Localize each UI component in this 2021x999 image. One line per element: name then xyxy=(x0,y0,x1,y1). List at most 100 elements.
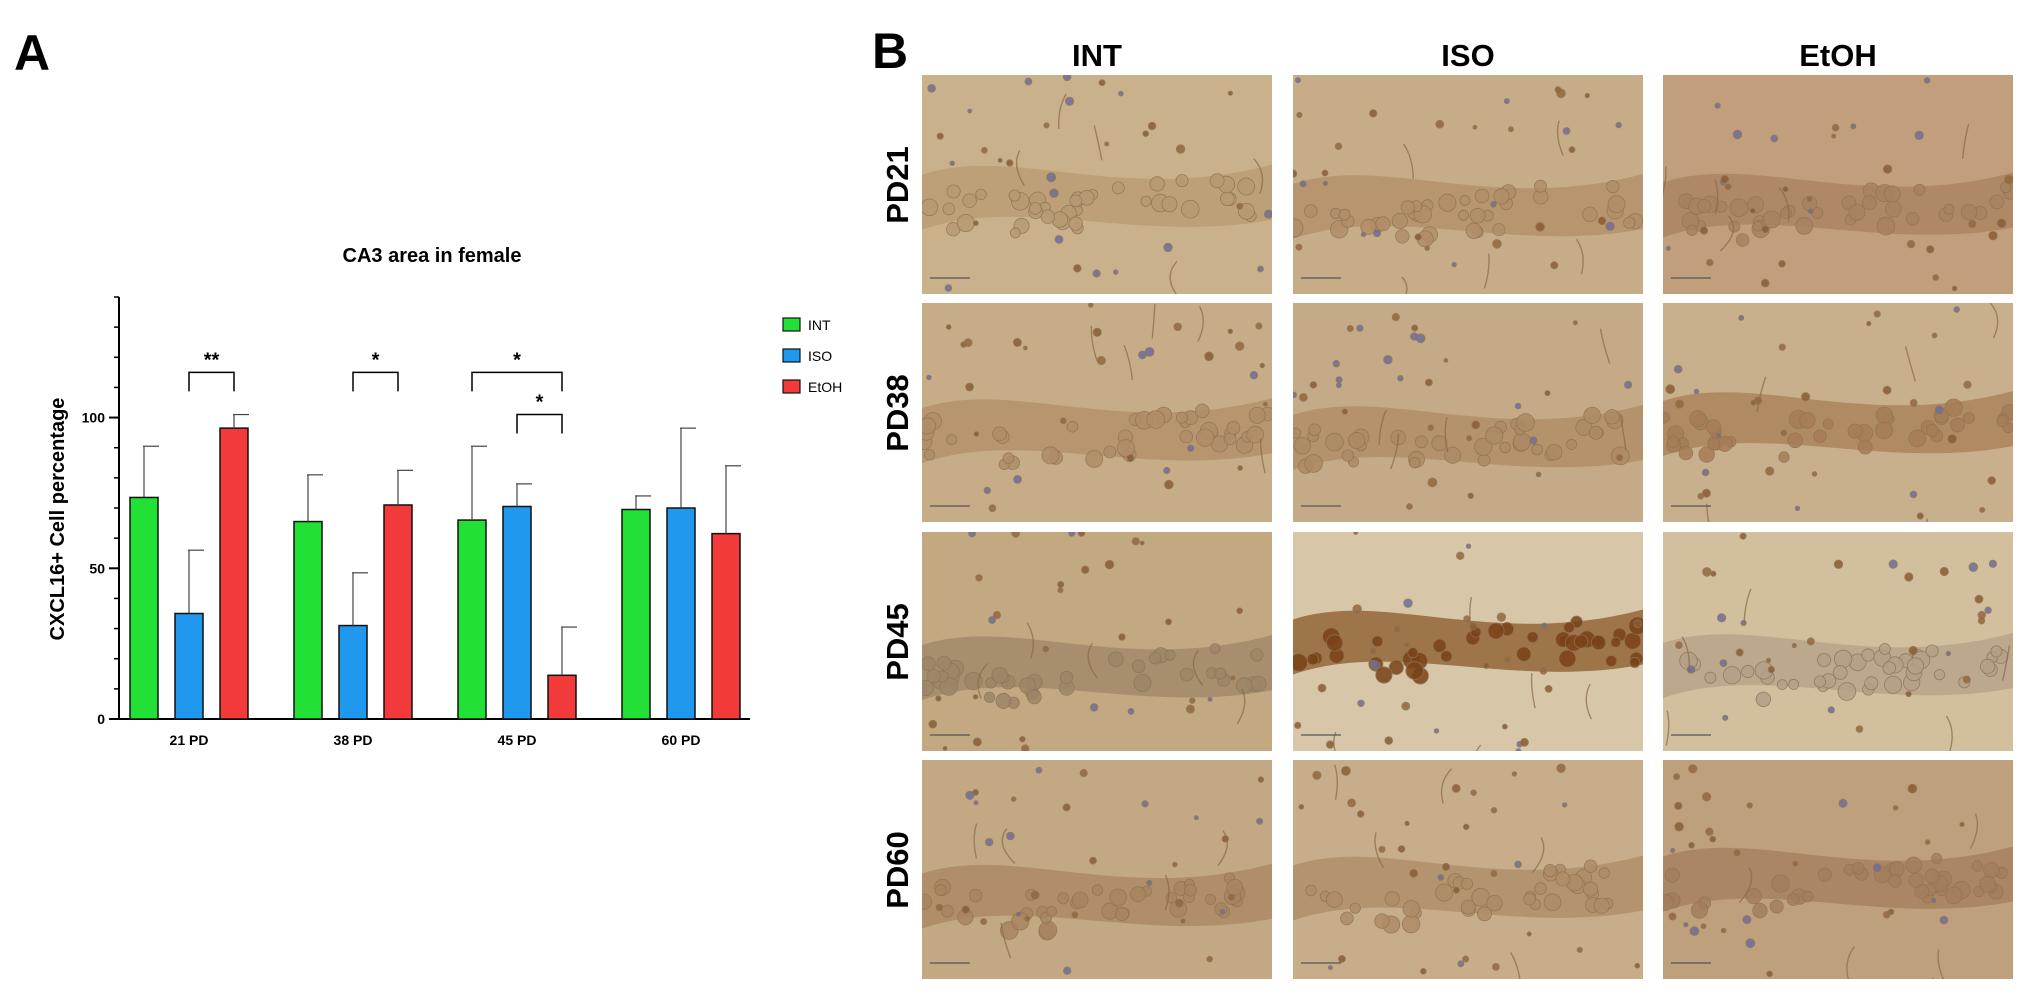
bar-iso xyxy=(338,624,368,720)
tissue-mark xyxy=(1089,703,1099,712)
tissue-mark xyxy=(1461,877,1474,890)
tissue-mark xyxy=(1750,207,1756,214)
tissue-mark xyxy=(1733,849,1741,857)
tissue-mark xyxy=(1576,946,1583,953)
tissue-mark xyxy=(1306,653,1319,666)
tissue-mark xyxy=(1193,815,1199,821)
tissue-mark xyxy=(936,132,944,140)
tissue-mark xyxy=(1251,675,1267,692)
tissue-mark xyxy=(1699,226,1709,235)
tissue-mark xyxy=(1582,206,1598,223)
tissue-mark xyxy=(935,695,942,702)
tissue-mark xyxy=(1605,654,1618,667)
tissue-mark xyxy=(1206,955,1214,963)
tissue-mark xyxy=(1709,835,1717,843)
micrograph-image xyxy=(922,760,1272,979)
tissue-mark xyxy=(1512,432,1532,451)
tissue-mark xyxy=(1085,450,1104,468)
tissue-mark xyxy=(1185,704,1195,714)
tissue-mark xyxy=(1686,665,1696,674)
tissue-mark xyxy=(1778,343,1786,351)
tissue-mark xyxy=(1706,419,1721,435)
significance-bracket xyxy=(352,371,399,392)
tissue-mark xyxy=(1015,150,1025,186)
tissue-mark xyxy=(1163,242,1173,253)
tissue-mark xyxy=(1939,915,1949,925)
micrograph-pd45-iso xyxy=(1293,532,1643,751)
tissue-mark xyxy=(1441,862,1450,871)
tissue-mark xyxy=(1237,177,1256,196)
tissue-mark xyxy=(1556,88,1566,99)
tissue-mark xyxy=(1194,403,1210,419)
tissue-mark xyxy=(1697,492,1704,500)
tissue-mark xyxy=(1401,276,1408,294)
tissue-mark xyxy=(1440,650,1453,663)
tissue-mark xyxy=(1346,324,1354,332)
tissue-mark xyxy=(1962,675,1971,684)
tissue-mark xyxy=(1847,423,1863,439)
tissue-mark xyxy=(1335,382,1342,389)
tissue-mark xyxy=(1987,476,1997,485)
tissue-mark xyxy=(1408,456,1421,469)
micrograph-pd38-iso xyxy=(1293,303,1643,522)
tissue-mark xyxy=(1765,657,1772,663)
tissue-mark xyxy=(1457,960,1465,968)
tissue-mark xyxy=(1087,642,1098,679)
tissue-mark xyxy=(1451,261,1457,268)
tissue-mark xyxy=(1196,428,1215,447)
tissue-mark xyxy=(1256,817,1264,825)
legend-swatch-iso xyxy=(782,348,801,363)
tissue-mark xyxy=(1623,216,1636,229)
tissue-mark xyxy=(1236,607,1244,615)
tissue-mark xyxy=(1932,274,1940,281)
tissue-mark xyxy=(1378,409,1387,445)
tissue-mark xyxy=(1427,477,1438,488)
tissue-mark xyxy=(1444,446,1462,464)
tissue-mark xyxy=(1093,125,1103,161)
tissue-mark xyxy=(1724,183,1732,191)
tissue-mark xyxy=(1262,401,1268,407)
tissue-mark xyxy=(1516,646,1532,662)
tissue-mark xyxy=(1674,801,1683,811)
tissue-mark xyxy=(1701,792,1712,802)
tissue-mark xyxy=(1139,540,1145,546)
tissue-mark xyxy=(1126,454,1135,463)
tissue-mark xyxy=(1861,195,1877,211)
tissue-mark xyxy=(1778,260,1786,268)
bar-etoh xyxy=(711,532,741,720)
tissue-mark xyxy=(1499,441,1512,454)
micrograph-image xyxy=(1663,760,2013,979)
tissue-mark xyxy=(1011,912,1030,931)
tissue-mark xyxy=(1698,446,1715,463)
tissue-mark xyxy=(1515,748,1522,751)
tissue-mark xyxy=(1989,194,2005,210)
tissue-mark xyxy=(1443,358,1449,363)
tissue-mark xyxy=(1298,393,1308,402)
tissue-mark xyxy=(1164,479,1174,490)
tissue-mark xyxy=(1794,505,1801,511)
tissue-mark xyxy=(1943,203,1955,215)
tissue-mark xyxy=(1237,465,1244,471)
tissue-mark xyxy=(1534,179,1547,193)
tissue-mark xyxy=(1831,123,1840,132)
tissue-mark xyxy=(1133,673,1152,692)
tissue-mark xyxy=(1253,158,1264,194)
tissue-mark xyxy=(1325,432,1344,452)
tissue-mark xyxy=(1663,411,1670,424)
micrograph-image xyxy=(1293,75,1643,294)
micrograph-image xyxy=(1663,303,2013,522)
tissue-mark xyxy=(1469,207,1486,224)
tissue-mark xyxy=(1960,203,1978,221)
tissue-mark xyxy=(1046,172,1057,183)
tissue-mark xyxy=(1974,594,1984,604)
tissue-mark xyxy=(1175,411,1188,424)
tissue-mark xyxy=(1474,437,1493,456)
tissue-mark xyxy=(1755,691,1772,708)
bar-int xyxy=(621,508,651,720)
tissue-mark xyxy=(1543,893,1562,912)
tissue-mark xyxy=(1787,432,1803,449)
tissue-mark xyxy=(1556,120,1564,156)
tissue-mark xyxy=(1340,911,1354,926)
micrograph-image xyxy=(922,75,1272,294)
tissue-mark xyxy=(1111,181,1125,195)
